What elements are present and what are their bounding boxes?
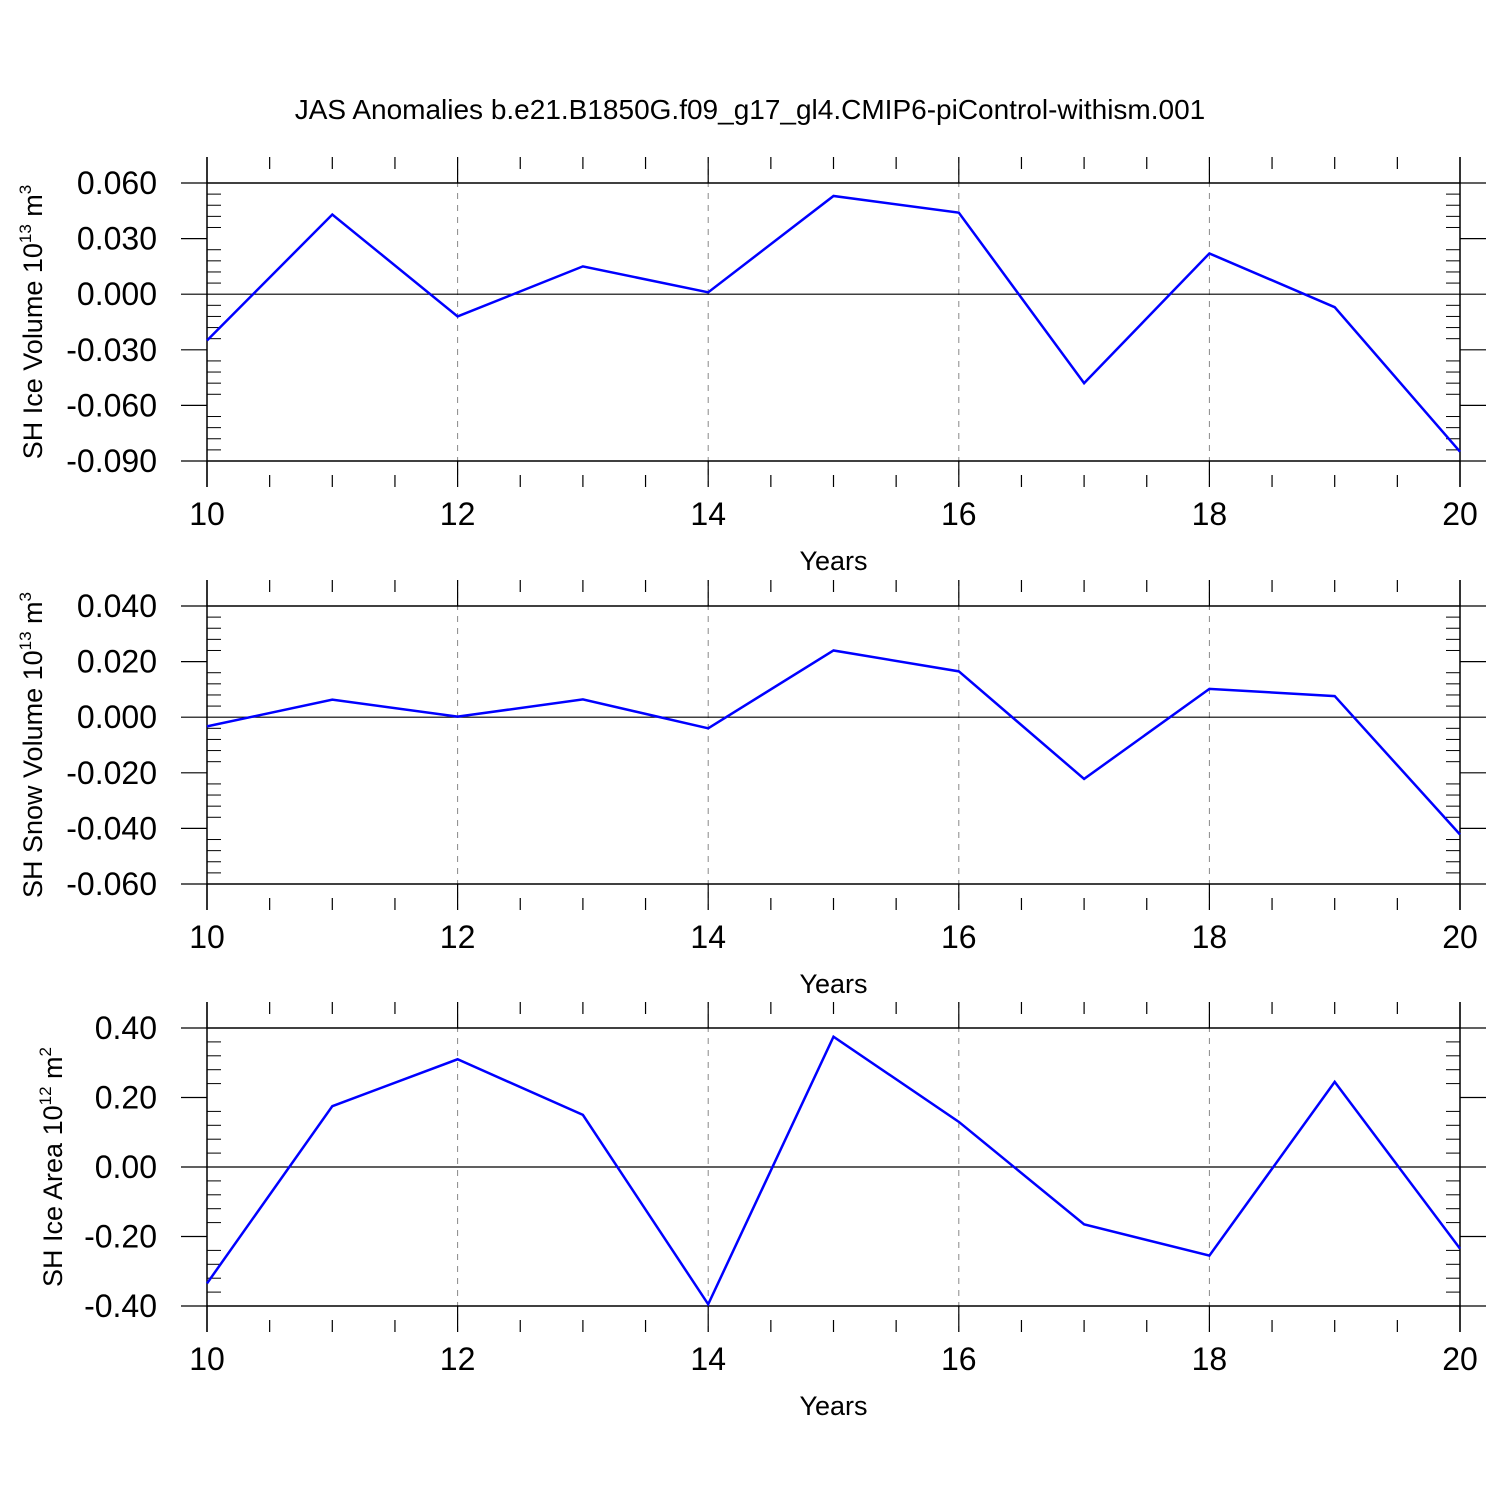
x-tick-label: 18: [1192, 1341, 1228, 1377]
y-tick-label: 0.40: [95, 1010, 157, 1046]
y-axis-label-unit-exponent: 3: [16, 185, 35, 194]
x-axis-label: Years: [799, 1391, 867, 1421]
x-tick-label: 18: [1192, 919, 1228, 955]
x-tick-label: 14: [690, 919, 726, 955]
x-tick-label: 16: [941, 496, 977, 532]
x-tick-label: 14: [690, 1341, 726, 1377]
y-axis-label-unit-exponent: 2: [36, 1047, 55, 1056]
x-tick-label: 12: [440, 919, 476, 955]
series-line: [206, 649, 1461, 836]
y-tick-label: 0.000: [77, 699, 157, 735]
y-tick-label: 0.060: [77, 165, 157, 201]
y-tick-label: 0.00: [95, 1149, 157, 1185]
x-tick-label: 20: [1442, 919, 1478, 955]
x-tick-label: 16: [941, 919, 977, 955]
y-axis-label-exponent: 13: [16, 631, 35, 650]
x-tick-label: 12: [440, 1341, 476, 1377]
chart-panel-1: 0.060 0.030 0.000 -0.030 -0.060 -0.090 10 12 14 1…: [16, 157, 1486, 576]
x-tick-label: 20: [1442, 496, 1478, 532]
y-tick-label: -0.030: [66, 332, 157, 368]
chart-panel-3: 0.40 0.20 0.00 -0.20 -0.40 10 12 14 16 18 20 Years S…: [36, 1002, 1486, 1421]
chart-panel-2: 0.040 0.020 0.000 -0.020 -0.040 -0.060 10 12 14 1…: [16, 580, 1486, 999]
y-tick-label: -0.40: [84, 1288, 157, 1324]
y-tick-label: -0.090: [66, 443, 157, 479]
y-axis-label-exponent: 12: [36, 1086, 55, 1105]
x-tick-label: 10: [189, 1341, 225, 1377]
y-axis-label-unit: m: [18, 194, 48, 224]
x-tick-label: 12: [440, 496, 476, 532]
y-tick-label: -0.060: [66, 866, 157, 902]
y-tick-label: 0.20: [95, 1080, 157, 1116]
y-axis-label: SH Ice Area 1012 m2: [36, 1047, 68, 1287]
y-tick-label: 0.000: [77, 276, 157, 312]
y-axis-label-exponent: 13: [16, 224, 35, 243]
y-axis-label-unit: m: [38, 1056, 68, 1086]
y-axis-label-text: SH Snow Volume 10: [18, 650, 48, 898]
x-tick-label: 16: [941, 1341, 977, 1377]
y-axis-label-unit: m: [18, 601, 48, 631]
y-tick-label: -0.040: [66, 810, 157, 846]
x-axis-label: Years: [799, 969, 867, 999]
x-tick-label: 20: [1442, 1341, 1478, 1377]
y-tick-label: -0.20: [84, 1219, 157, 1255]
x-tick-label: 14: [690, 496, 726, 532]
y-tick-label: -0.060: [66, 387, 157, 423]
y-axis-label-text: SH Ice Area 10: [38, 1105, 68, 1287]
y-tick-label: -0.020: [66, 755, 157, 791]
y-axis-label-unit-exponent: 3: [16, 592, 35, 601]
figure-title: JAS Anomalies b.e21.B1850G.f09_g17_gl4.C…: [295, 94, 1206, 125]
x-tick-label: 10: [189, 496, 225, 532]
series-line: [206, 194, 1461, 453]
y-tick-label: 0.030: [77, 221, 157, 257]
x-tick-label: 10: [189, 919, 225, 955]
x-tick-label: 18: [1192, 496, 1228, 532]
x-axis-label: Years: [799, 546, 867, 576]
y-axis-label: SH Ice Volume 1013 m3: [16, 185, 48, 460]
series-line: [205, 1034, 1461, 1307]
y-axis-label-text: SH Ice Volume 10: [18, 243, 48, 459]
y-axis-label: SH Snow Volume 1013 m3: [16, 592, 48, 898]
y-tick-label: 0.040: [77, 588, 157, 624]
y-tick-label: 0.020: [77, 644, 157, 680]
